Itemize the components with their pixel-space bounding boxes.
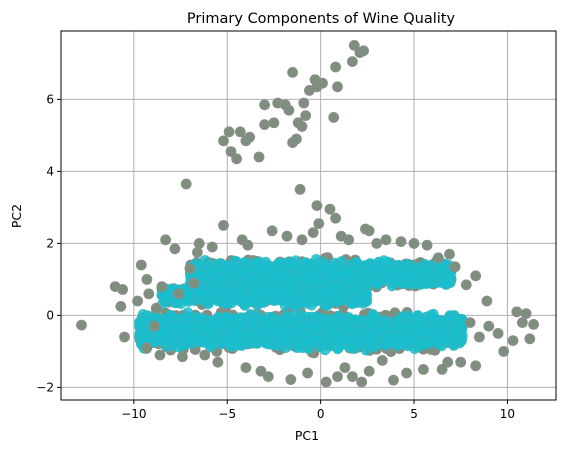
data-point (357, 338, 367, 348)
data-point (425, 327, 435, 337)
data-point (283, 335, 293, 345)
data-point (270, 327, 280, 337)
data-point (364, 330, 374, 340)
data-point (331, 318, 341, 328)
data-point (401, 330, 411, 340)
data-point (420, 340, 430, 350)
data-point (403, 311, 413, 321)
data-point (200, 324, 210, 334)
data-point (393, 322, 403, 332)
data-point (451, 327, 461, 337)
data-point (232, 329, 242, 339)
data-point (440, 335, 450, 345)
data-point (237, 319, 247, 329)
data-point (340, 322, 350, 332)
data-point (173, 321, 183, 331)
data-point (257, 327, 267, 337)
data-point (445, 311, 455, 321)
data-point (386, 338, 396, 348)
data-point (336, 332, 346, 342)
data-point (183, 308, 193, 318)
data-point (183, 335, 193, 345)
data-point (411, 319, 421, 329)
data-point (137, 326, 147, 336)
data-point (243, 330, 253, 340)
data-point (440, 324, 450, 334)
data-point (312, 322, 322, 332)
data-point (226, 313, 236, 323)
data-point (212, 316, 222, 326)
data-point (299, 331, 309, 341)
